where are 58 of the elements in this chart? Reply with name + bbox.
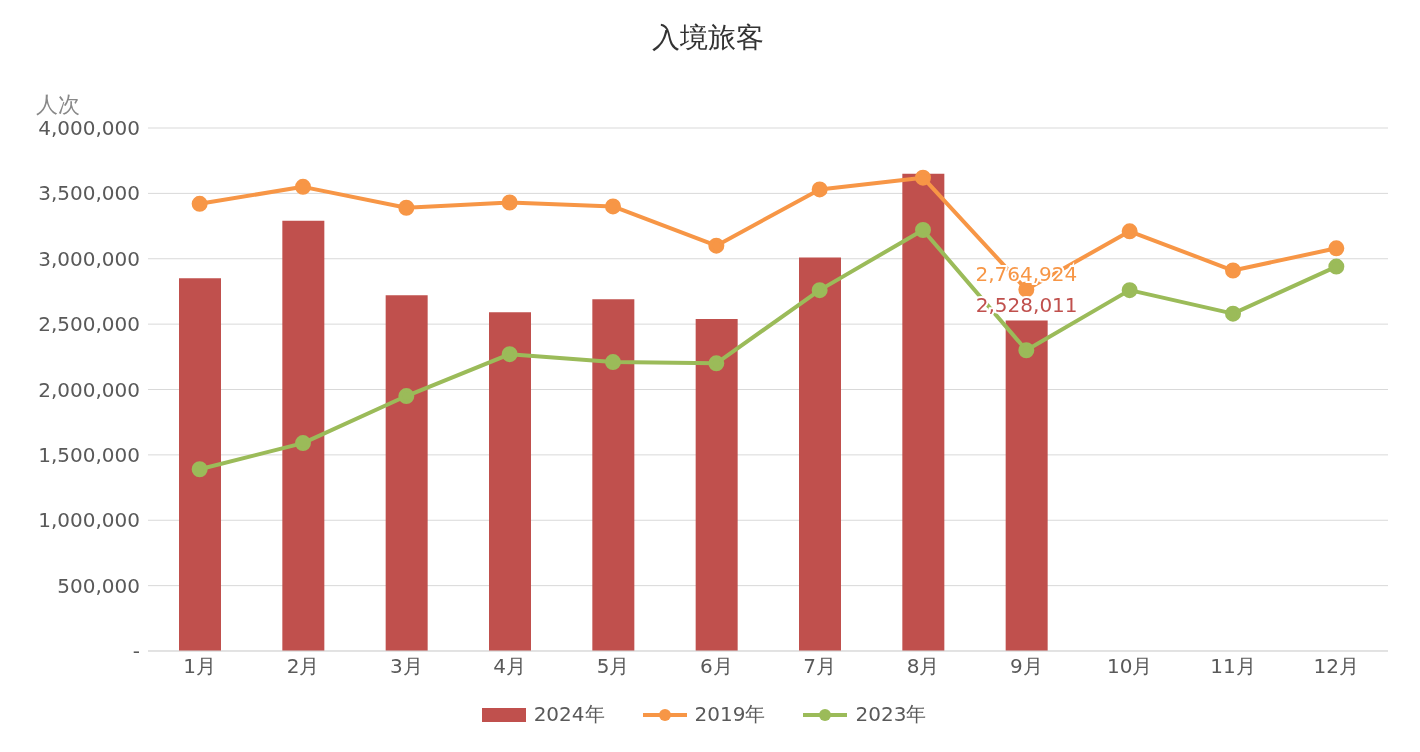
point: [398, 388, 415, 405]
legend-label: 2023年: [854, 701, 927, 728]
chart-title: 入境旅客: [651, 20, 765, 56]
y-tick-label: 500,000: [57, 573, 140, 598]
y-tick-label: 3,000,000: [38, 246, 140, 271]
point: [191, 195, 208, 212]
point: [1121, 282, 1138, 299]
y-tick-label: 3,500,000: [38, 181, 140, 206]
point: [295, 178, 311, 195]
bar: [489, 312, 531, 651]
x-tick-label: 1月: [183, 654, 217, 679]
y-tick-label: 2,000,000: [38, 377, 140, 402]
point: [398, 199, 415, 216]
legend-label: 2024年: [532, 701, 605, 728]
point: [295, 435, 311, 452]
bar: [385, 295, 428, 651]
point: [501, 194, 518, 211]
point: [915, 169, 931, 186]
point: [1121, 223, 1138, 240]
point: [1328, 258, 1345, 275]
point: [811, 282, 828, 299]
y-axis-title: 人次: [36, 91, 80, 119]
x-tick-label: 2月: [286, 654, 320, 679]
bar: [1005, 320, 1048, 651]
y-tick-label: 2,500,000: [38, 312, 140, 337]
x-tick-label: 8月: [906, 654, 940, 679]
x-tick-label: 12月: [1313, 654, 1360, 679]
point: [1225, 262, 1241, 279]
point: [1328, 240, 1345, 257]
point: [605, 198, 621, 215]
point: [708, 355, 725, 372]
bar: [902, 173, 945, 651]
bar: [799, 257, 841, 651]
x-tick-label: 10月: [1106, 654, 1153, 679]
point: [1225, 305, 1241, 322]
x-tick-label: 11月: [1210, 654, 1256, 679]
x-tick-label: 7月: [803, 654, 837, 679]
x-tick-label: 4月: [493, 654, 527, 679]
x-tick-label: 5月: [596, 654, 630, 679]
x-tick-label: 6月: [699, 654, 733, 679]
point: [1018, 342, 1035, 359]
legend-label: 2019年: [693, 701, 766, 728]
y-tick-label: 1,000,000: [38, 508, 140, 533]
point: [501, 346, 518, 363]
point: [708, 237, 725, 254]
bar: [695, 318, 738, 651]
x-tick-label: 3月: [389, 654, 423, 679]
bar: [282, 220, 325, 651]
y-tick-label: 1,500,000: [38, 442, 140, 467]
point: [605, 354, 621, 371]
y-tick-label: -: [132, 639, 140, 664]
point: [191, 461, 208, 478]
bar: [179, 278, 221, 651]
point: [915, 221, 931, 238]
x-tick-label: 9月: [1009, 654, 1043, 679]
y-tick-label: 4,000,000: [38, 116, 140, 141]
bar: [592, 299, 635, 651]
point: [811, 181, 828, 198]
